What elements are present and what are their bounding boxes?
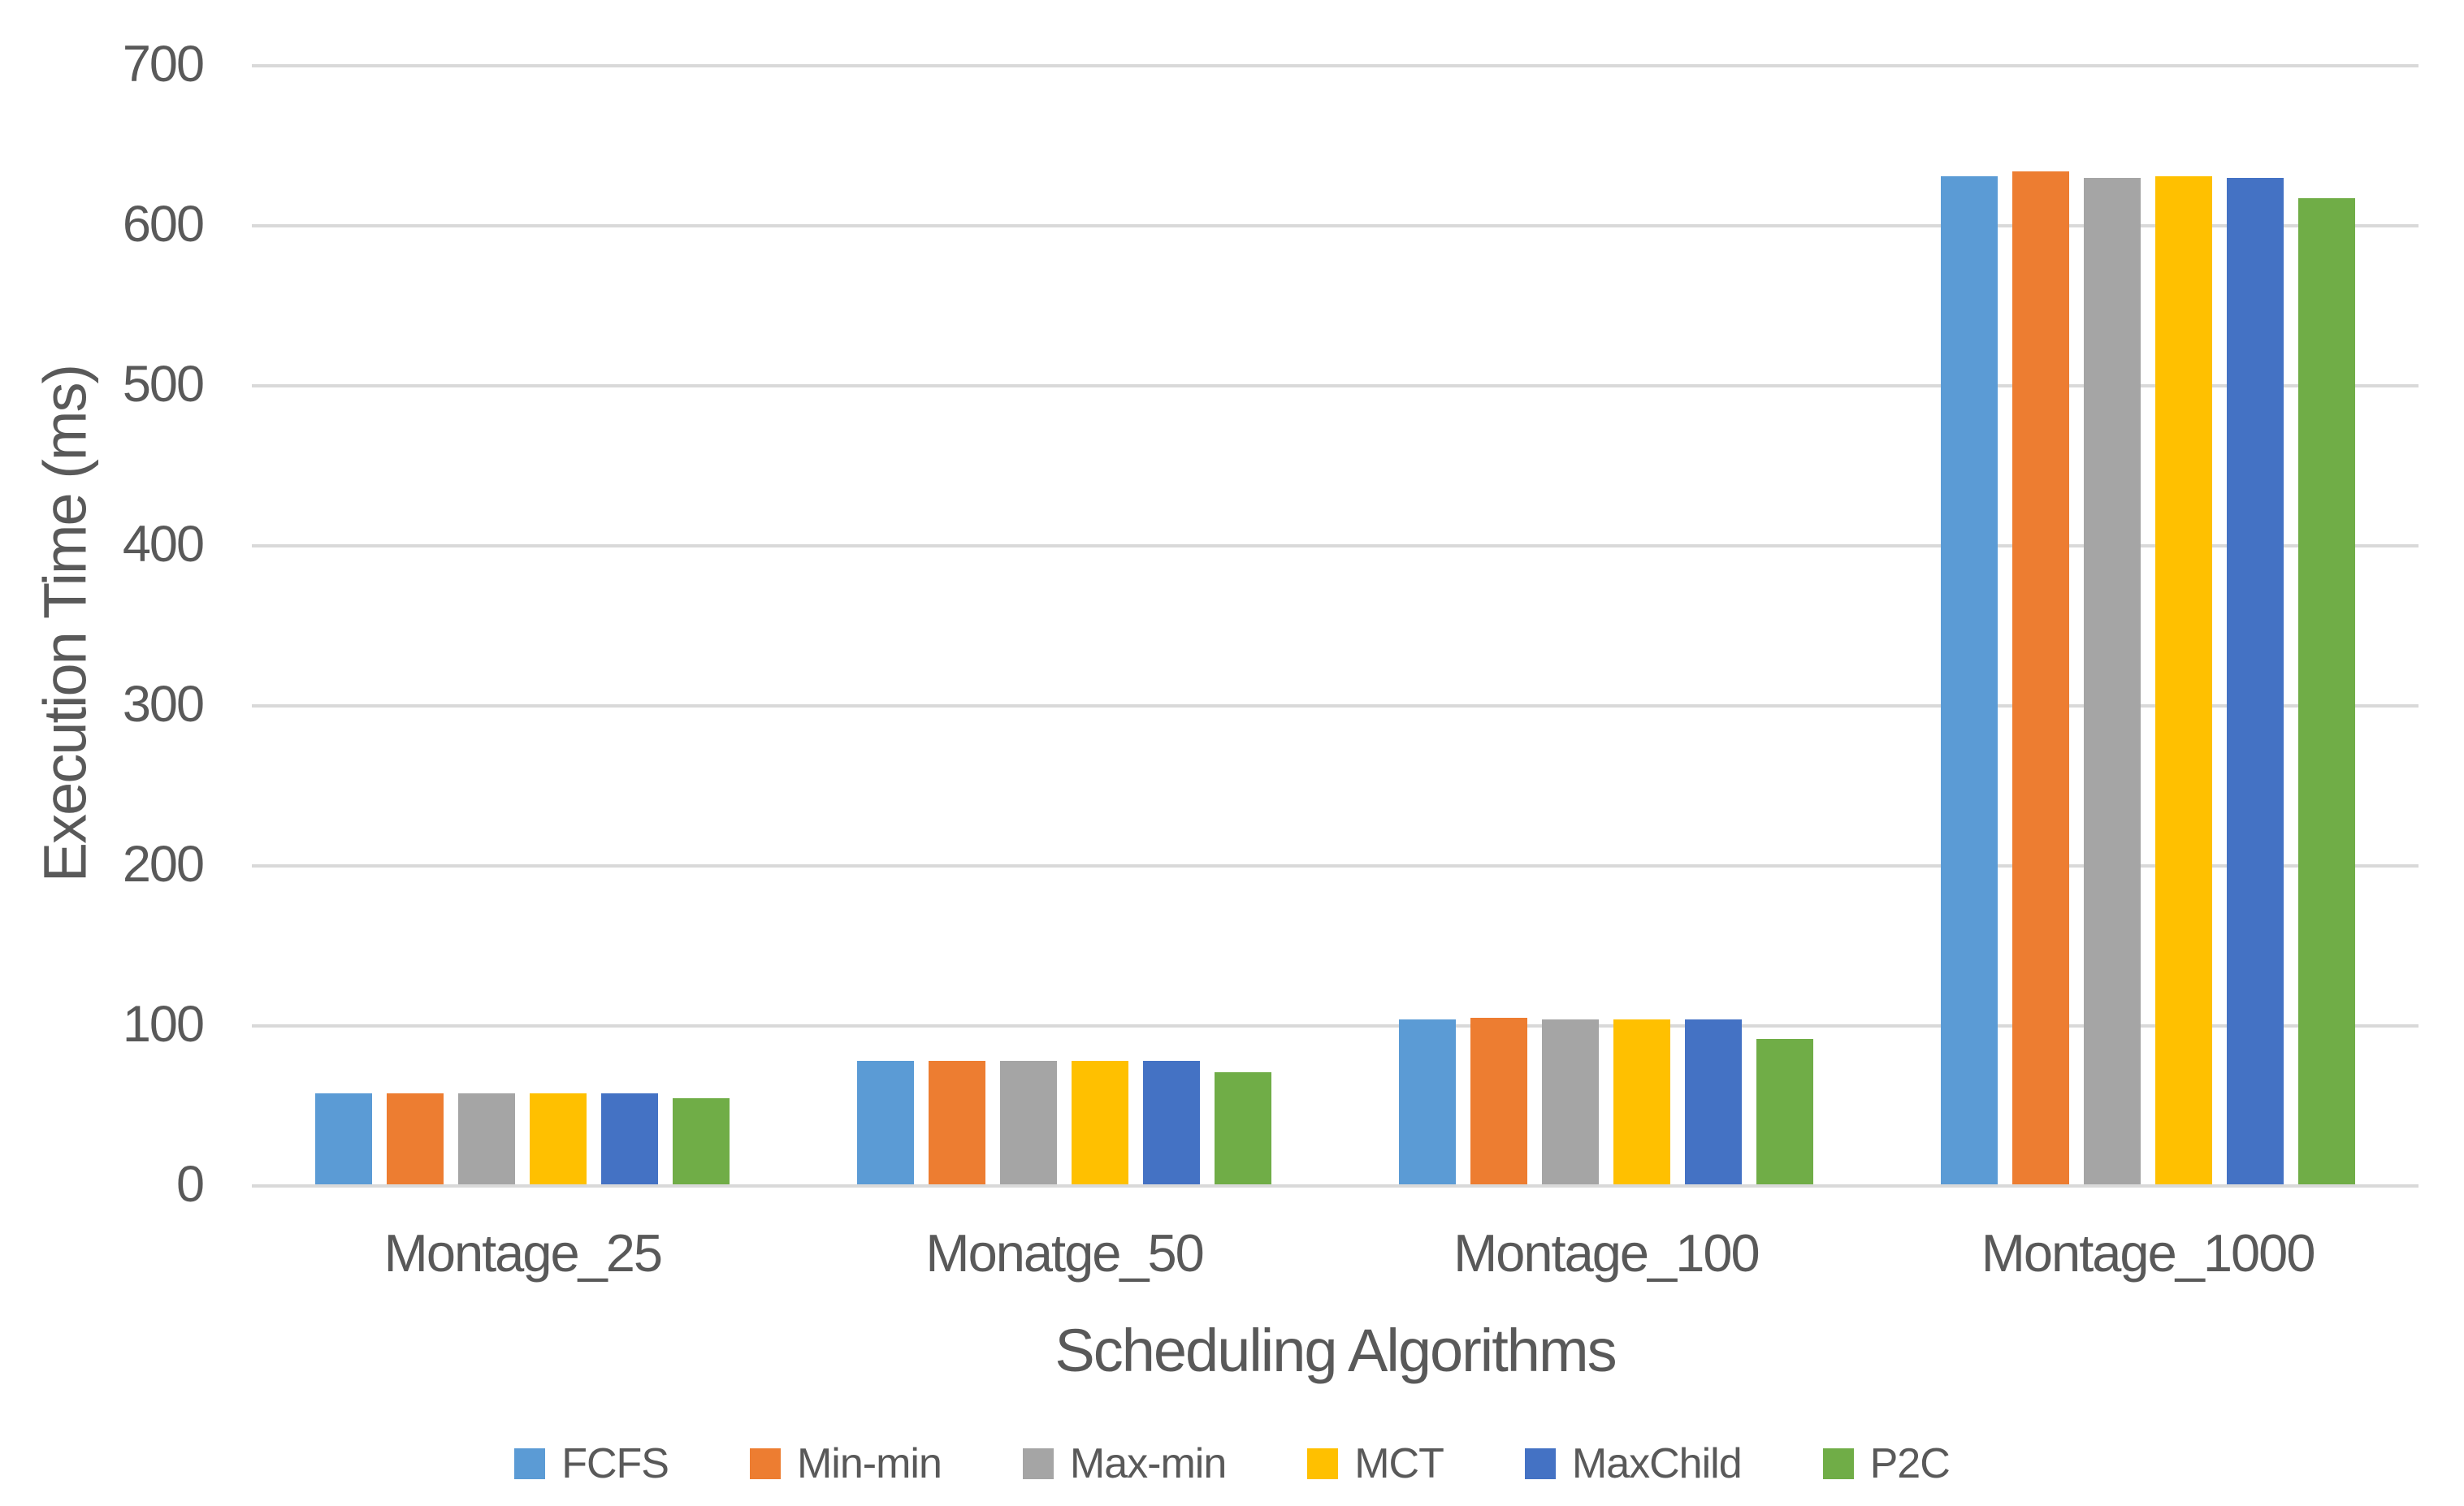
x-category-label-Montage_100: Montage_100	[1453, 1223, 1760, 1283]
y-tick-label-200: 200	[122, 836, 205, 893]
legend-swatch-P2C	[1822, 1448, 1854, 1479]
bar-MCT-Montage_25	[530, 1093, 587, 1184]
legend-entry-Max-min: Max-min	[1022, 1439, 1227, 1488]
x-axis-title: Scheduling Algorithms	[1054, 1317, 1617, 1384]
bar-P2C-Montage_1000	[2297, 198, 2355, 1184]
bar-MCT-Montage_100	[1613, 1019, 1670, 1184]
gridline-400	[252, 544, 2419, 547]
bar-FCFS-Montage_1000	[1940, 175, 1998, 1184]
gridline-500	[252, 384, 2419, 387]
legend-swatch-MaxChild	[1524, 1448, 1556, 1479]
bar-FCFS-Monatge_50	[857, 1061, 915, 1184]
x-category-label-Montage_25: Montage_25	[383, 1223, 663, 1283]
bar-Max-min-Montage_100	[1541, 1019, 1599, 1184]
bar-FCFS-Montage_25	[315, 1093, 373, 1184]
legend-label-FCFS: FCFS	[561, 1440, 669, 1487]
gridline-300	[252, 704, 2419, 708]
bar-MaxChild-Montage_1000	[2226, 177, 2284, 1184]
bar-MaxChild-Montage_25	[601, 1093, 659, 1184]
legend-entry-FCFS: FCFS	[514, 1439, 669, 1488]
bar-MaxChild-Monatge_50	[1143, 1061, 1201, 1184]
bar-MaxChild-Montage_100	[1684, 1019, 1742, 1184]
legend-label-Min-min: Min-min	[796, 1440, 942, 1487]
y-tick-label-500: 500	[122, 356, 205, 413]
y-axis-title: Execution Time (ms)	[31, 365, 99, 883]
legend-entry-MaxChild: MaxChild	[1524, 1439, 1743, 1488]
legend-label-MaxChild: MaxChild	[1571, 1440, 1743, 1487]
plot-area	[252, 64, 2419, 1188]
legend: FCFS Min-min Max-min MCT MaxChild P2C	[0, 1438, 2464, 1490]
x-category-label-Monatge_50: Monatge_50	[925, 1223, 1204, 1283]
legend-label-Max-min: Max-min	[1069, 1440, 1227, 1487]
legend-swatch-MCT	[1307, 1448, 1339, 1479]
legend-swatch-Max-min	[1022, 1448, 1054, 1479]
bar-Min-min-Montage_25	[387, 1093, 444, 1184]
bar-FCFS-Montage_100	[1398, 1019, 1456, 1184]
gridline-0	[252, 1184, 2419, 1188]
y-tick-label-100: 100	[122, 996, 205, 1053]
y-tick-label-600: 600	[122, 196, 205, 253]
bar-Max-min-Montage_1000	[2083, 177, 2141, 1184]
y-tick-label-300: 300	[122, 676, 205, 733]
gridline-700	[252, 64, 2419, 67]
y-tick-label-700: 700	[122, 36, 205, 93]
y-tick-label-400: 400	[122, 516, 205, 573]
bar-Min-min-Monatge_50	[929, 1061, 986, 1184]
gridline-600	[252, 224, 2419, 227]
legend-swatch-Min-min	[749, 1448, 781, 1479]
bar-P2C-Montage_100	[1756, 1038, 1813, 1184]
bar-MCT-Monatge_50	[1072, 1061, 1129, 1184]
legend-entry-Min-min: Min-min	[749, 1439, 942, 1488]
bar-P2C-Monatge_50	[1215, 1072, 1272, 1184]
y-tick-label-0: 0	[175, 1156, 205, 1213]
x-category-label-Montage_1000: Montage_1000	[1981, 1223, 2316, 1283]
bar-Max-min-Monatge_50	[1000, 1061, 1058, 1184]
bar-MCT-Montage_1000	[2154, 175, 2212, 1184]
gridline-200	[252, 864, 2419, 868]
gridline-100	[252, 1024, 2419, 1028]
legend-label-P2C: P2C	[1869, 1440, 1951, 1487]
bar-Min-min-Montage_100	[1470, 1018, 1527, 1184]
legend-entry-MCT: MCT	[1307, 1439, 1444, 1488]
bar-P2C-Montage_25	[673, 1097, 730, 1184]
legend-swatch-FCFS	[514, 1448, 546, 1479]
legend-label-MCT: MCT	[1354, 1440, 1444, 1487]
bar-Max-min-Montage_25	[458, 1093, 516, 1184]
legend-entry-P2C: P2C	[1822, 1439, 1951, 1488]
bar-Min-min-Montage_1000	[2011, 171, 2069, 1184]
